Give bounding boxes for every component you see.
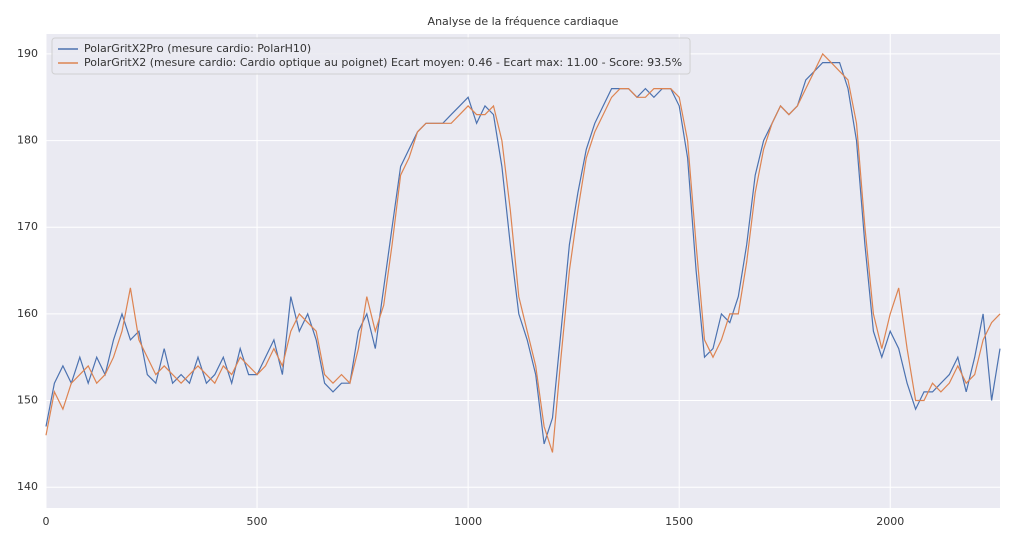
plot-area [46,34,1000,508]
x-tick-label: 500 [247,515,268,528]
line [45,62,1001,445]
y-tick-label: 180 [17,134,38,147]
y-tick-label: 170 [17,220,38,233]
line [45,52,1001,453]
legend-label: PolarGritX2Pro (mesure cardio: PolarH10) [84,42,311,55]
legend-box [51,37,691,75]
legend: PolarGritX2Pro (mesure cardio: PolarH10)… [51,37,691,75]
x-tick-label: 0 [43,515,50,528]
y-tick-label: 160 [17,307,38,320]
y-tick-label: 140 [17,480,38,493]
chart-title: Analyse de la fréquence cardiaque [428,15,619,28]
y-tick-label: 150 [17,394,38,407]
x-tick-label: 1000 [454,515,482,528]
x-tick-label: 1500 [665,515,693,528]
legend-label: PolarGritX2 (mesure cardio: Cardio optiq… [84,56,682,69]
x-tick-label: 2000 [876,515,904,528]
y-tick-label: 190 [17,47,38,60]
